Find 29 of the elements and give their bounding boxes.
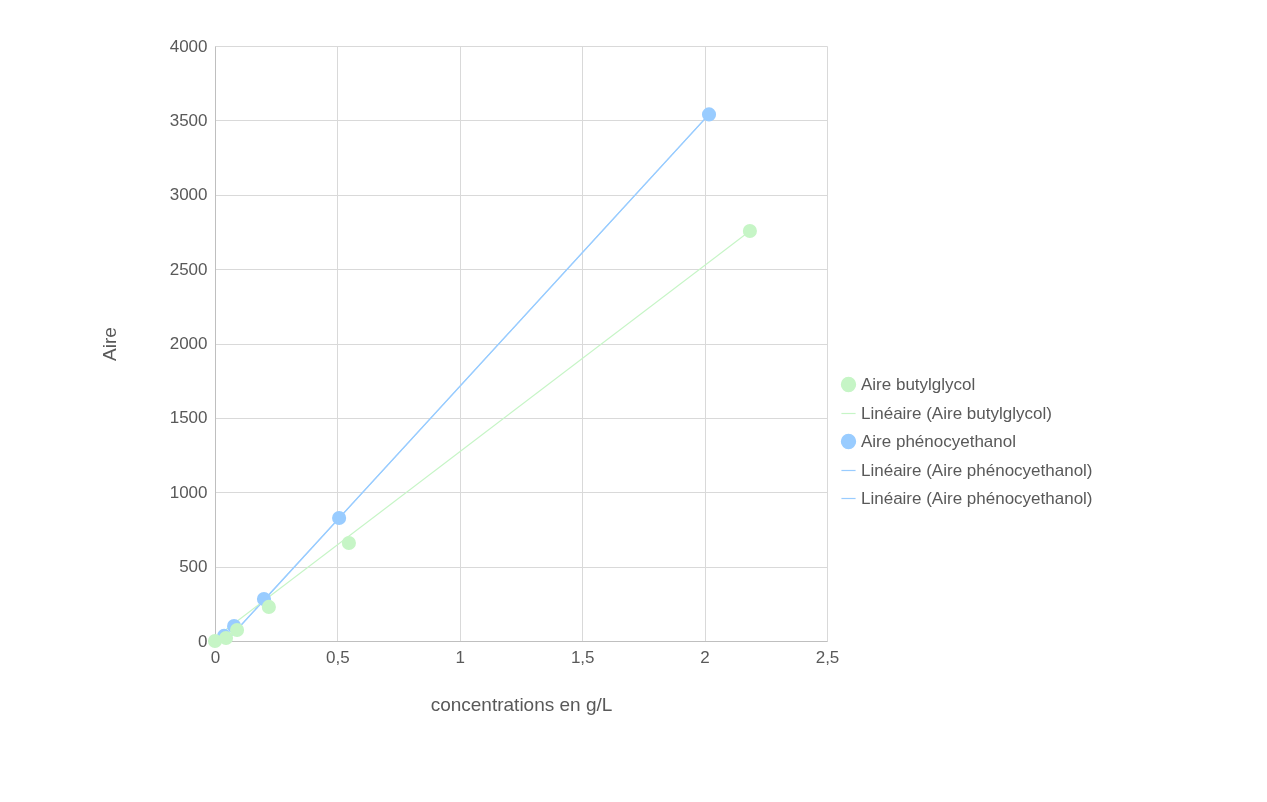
point: [701, 107, 717, 122]
y-tick-label: 1000: [169, 482, 208, 502]
y-tick-label: 500: [179, 557, 208, 577]
point: [229, 622, 245, 638]
x-axis-title: concentrations en g/L: [430, 693, 613, 715]
x-tick-label: 2,5: [815, 647, 840, 667]
y-tick-label: 3500: [169, 110, 208, 130]
point: [742, 223, 757, 239]
point: [341, 535, 356, 551]
x-tick-label: 1,5: [570, 647, 595, 667]
legend-label: Linéaire (Aire phénocyethanol): [861, 488, 1093, 508]
point: [207, 633, 223, 649]
y-tick-label: 0: [198, 631, 208, 651]
legend-label: Aire phénocyethanol: [861, 431, 1017, 451]
y-axis-title: Aire: [98, 327, 120, 361]
x-tick-label: 1: [455, 647, 466, 667]
legend-label: Aire butylglycol: [861, 374, 976, 394]
y-tick-label: 1500: [169, 408, 208, 428]
point: [332, 510, 347, 526]
y-tick-label: 2500: [169, 259, 208, 279]
x-tick-label: 0,5: [326, 647, 350, 667]
x-tick-label: 0: [210, 647, 221, 667]
y-tick-label: 2000: [169, 334, 208, 353]
legend-label: Linéaire (Aire butylglycol): [861, 403, 1052, 423]
x-tick-label: 2: [700, 647, 710, 667]
y-tick-label: 4000: [169, 36, 208, 56]
point: [261, 599, 276, 614]
y-tick-label: 3000: [169, 185, 208, 205]
legend-label: Linéaire (Aire phénocyethanol): [861, 460, 1093, 480]
